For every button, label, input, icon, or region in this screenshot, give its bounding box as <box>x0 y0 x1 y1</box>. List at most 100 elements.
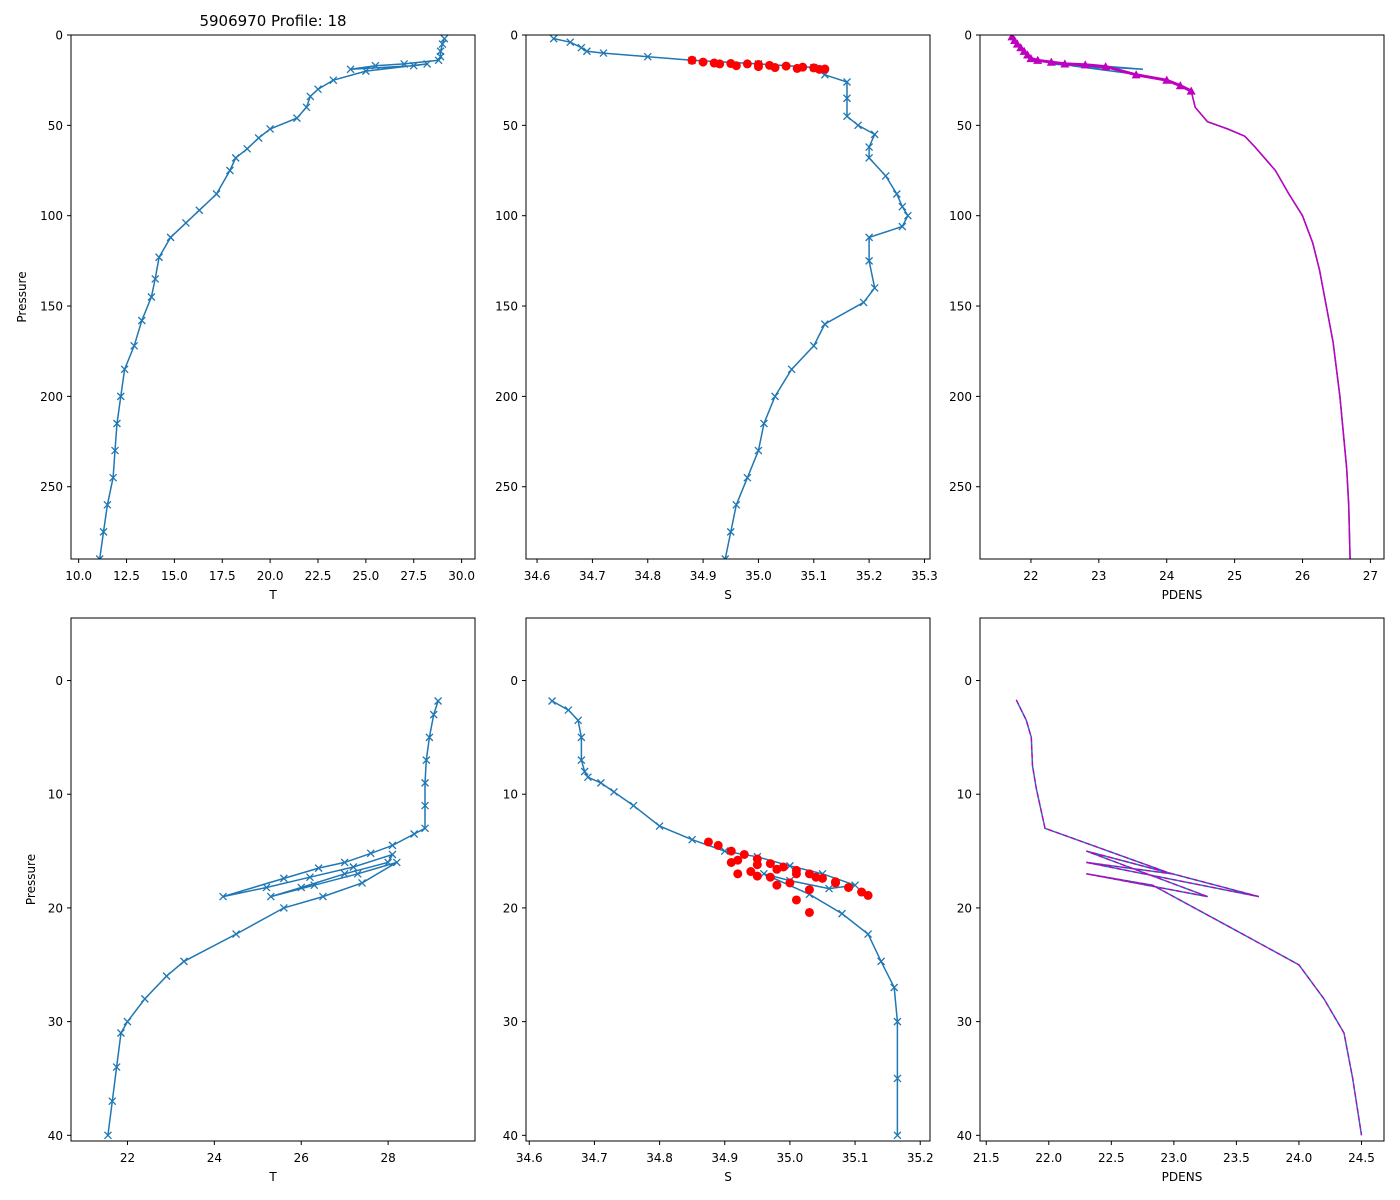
data-point-flagged <box>732 61 741 70</box>
data-point <box>255 134 262 141</box>
panel-PDENS-bottom: 21.5 22.0 22.5 23.0 23.5 24.0 24.5 0 10 20 30 40 PDE… <box>957 618 1384 1184</box>
panel-S-top: 34.6 34.7 34.8 34.9 35.0 35.1 35.2 35.305010015… <box>495 29 938 603</box>
axes-frame <box>71 35 475 559</box>
y-tick-label: 0 <box>964 674 972 688</box>
data-point <box>293 115 300 122</box>
x-tick-label: 27 <box>1363 569 1378 583</box>
data-point <box>233 931 240 938</box>
data-point <box>865 931 872 938</box>
series-line-density-deep <box>1191 91 1350 559</box>
plot-area <box>1007 32 1350 559</box>
x-tick-label: 26 <box>294 1151 309 1165</box>
data-point-flagged <box>766 873 775 882</box>
panels-group: 10.0 12.5 15.0 17.5 20.0 22.5 25.0 27.5 30.00501… <box>15 29 1384 1185</box>
series-line-temperature <box>100 39 445 559</box>
data-point-flagged <box>805 885 814 894</box>
data-point <box>878 958 885 965</box>
data-point <box>226 167 233 174</box>
data-point <box>213 191 220 198</box>
x-tick-label: 34.9 <box>711 1151 738 1165</box>
x-axis-label: T <box>268 1170 277 1184</box>
plot-area <box>104 697 441 1138</box>
y-tick-label: 30 <box>957 1015 972 1029</box>
x-tick-label: 12.5 <box>113 569 140 583</box>
y-tick-label: 0 <box>510 29 518 43</box>
y-tick-label: 100 <box>40 209 63 223</box>
x-tick-label: 35.3 <box>911 569 938 583</box>
data-point <box>893 191 900 198</box>
y-tick-label: 200 <box>495 390 518 404</box>
x-tick-label: 23.5 <box>1223 1151 1250 1165</box>
data-point-flagged <box>805 908 814 917</box>
y-tick-label: 50 <box>957 119 972 133</box>
x-tick-label: 34.6 <box>524 569 551 583</box>
x-tick-label: 23.0 <box>1161 1151 1188 1165</box>
data-point-flagged <box>704 837 713 846</box>
x-tick-label: 34.6 <box>516 1151 543 1165</box>
data-point-flagged <box>785 878 794 887</box>
data-point <box>689 836 696 843</box>
plot-area <box>96 35 448 562</box>
series-line-salinity <box>554 39 908 559</box>
data-point-flagged <box>771 63 780 72</box>
series-line-density-dashed <box>1016 700 1361 1135</box>
data-point-flagged <box>733 869 742 878</box>
data-point <box>367 850 374 857</box>
x-tick-label: 27.5 <box>400 569 427 583</box>
data-point <box>855 122 862 129</box>
data-point <box>441 35 448 42</box>
x-axis-label: T <box>268 588 277 602</box>
axes-frame <box>526 618 930 1141</box>
data-point-flagged <box>727 858 736 867</box>
x-tick-label: 22.5 <box>305 569 332 583</box>
y-tick-label: 150 <box>40 300 63 314</box>
data-point <box>810 342 817 349</box>
figure-title: 5906970 Profile: 18 <box>199 12 346 30</box>
data-point <box>307 93 314 100</box>
data-point-flagged <box>688 56 697 65</box>
x-tick-label: 23 <box>1091 569 1106 583</box>
x-tick-label: 22.0 <box>1035 1151 1062 1165</box>
series-line-salinity <box>552 701 897 1135</box>
y-tick-label: 40 <box>48 1129 63 1143</box>
y-tick-label: 100 <box>495 209 518 223</box>
x-axis-label: S <box>724 588 732 602</box>
data-point <box>744 474 751 481</box>
data-point-flagged <box>754 62 763 71</box>
data-point <box>196 207 203 214</box>
data-point-flagged <box>743 59 752 68</box>
y-tick-label: 150 <box>495 300 518 314</box>
y-tick-label: 0 <box>55 674 63 688</box>
data-point-flagged <box>792 895 801 904</box>
data-point-flagged <box>864 891 873 900</box>
data-point-flagged <box>844 883 853 892</box>
y-tick-label: 0 <box>964 29 972 43</box>
x-tick-label: 35.1 <box>800 569 827 583</box>
y-tick-label: 10 <box>48 788 63 802</box>
x-tick-label: 35.1 <box>842 1151 869 1165</box>
x-tick-label: 24.5 <box>1348 1151 1375 1165</box>
x-tick-label: 22 <box>1023 569 1038 583</box>
y-axis-label: Pressure <box>15 271 29 322</box>
series-line-density-line <box>1012 39 1350 559</box>
y-tick-label: 50 <box>48 119 63 133</box>
x-axis-label: PDENS <box>1162 1170 1203 1184</box>
series-line-density-line <box>1016 700 1361 1135</box>
x-tick-label: 34.7 <box>579 569 606 583</box>
data-point <box>267 125 274 132</box>
y-tick-label: 10 <box>503 788 518 802</box>
x-tick-label: 34.8 <box>646 1151 673 1165</box>
y-tick-label: 20 <box>503 901 518 915</box>
y-tick-label: 200 <box>949 390 972 404</box>
data-point-flagged <box>753 872 762 881</box>
y-tick-label: 30 <box>503 1015 518 1029</box>
x-tick-label: 17.5 <box>209 569 236 583</box>
x-axis-label: PDENS <box>1162 588 1203 602</box>
data-point <box>411 831 418 838</box>
data-point <box>656 823 663 830</box>
y-tick-label: 200 <box>40 390 63 404</box>
data-point-flagged <box>815 65 824 74</box>
data-point <box>839 910 846 917</box>
y-tick-label: 20 <box>48 901 63 915</box>
data-point-flagged <box>772 881 781 890</box>
